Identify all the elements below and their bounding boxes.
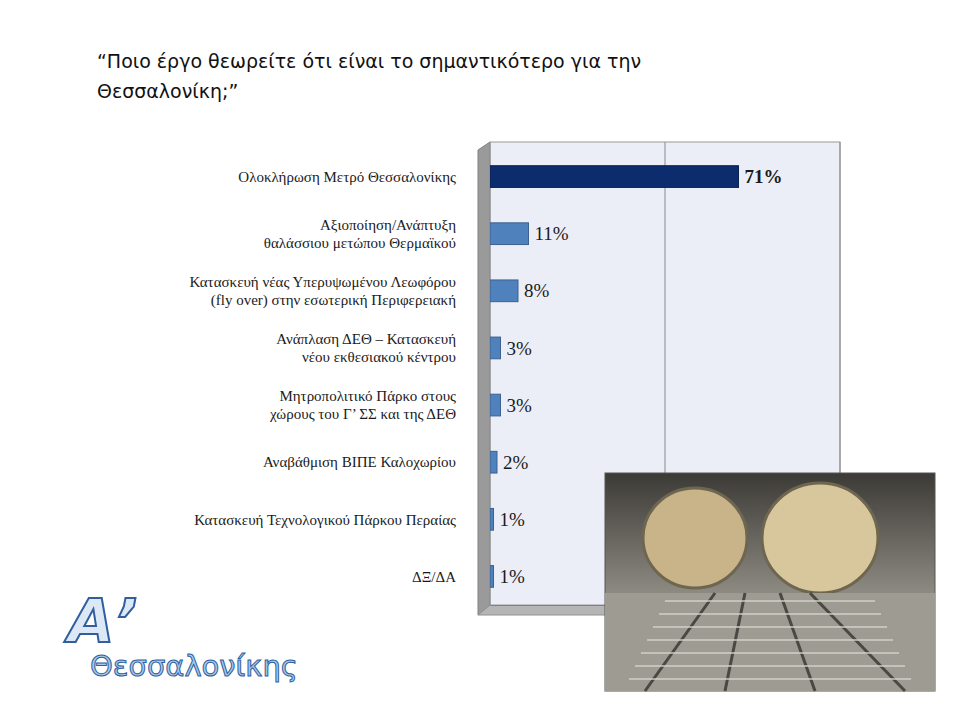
y-tick-label-line: Ολοκλήρωση Μετρό Θεσσαλονίκης: [238, 169, 456, 185]
bar: [490, 337, 501, 359]
logo-letter: Α’: [64, 586, 137, 656]
y-tick-label: Αναβάθμιση ΒΙΠΕ Καλοχωρίου: [263, 454, 456, 470]
photo: [605, 473, 935, 691]
photo-sleeper: [647, 639, 893, 641]
photo-sleeper: [629, 678, 911, 680]
y-tick-label-line: Ανάπλαση ΔΕΘ – Κατασκευή: [276, 331, 456, 347]
data-label: 1%: [500, 566, 526, 587]
photo-background: [605, 473, 935, 691]
logo: Α’Θεσσαλονίκης: [64, 586, 298, 683]
data-label: 1%: [500, 509, 526, 530]
y-tick-label: Αξιοποίηση/Ανάπτυξη θαλάσσιου μετώπου Θερ…: [264, 217, 456, 251]
title: “Ποιο έργο θεωρείτε ότι είναι το σημαντι…: [97, 50, 641, 102]
y-tick-label-line: νέου εκθεσιακού κέντρου: [302, 349, 456, 365]
title-line: Θεσσαλονίκη;”: [97, 80, 238, 102]
logo-text: Θεσσαλονίκης: [90, 649, 298, 683]
data-label: 2%: [503, 452, 529, 473]
y-tick-label: Κατασκευή νέας Υπερυψωμένου Λεωφόρου (fly…: [189, 274, 456, 309]
photo-sleeper: [665, 600, 875, 602]
data-label: 3%: [507, 338, 533, 359]
y-tick-label: Μητροπολιτικό Πάρκο στους χώρους του Γ’ Σ…: [269, 388, 456, 422]
bar: [490, 280, 518, 302]
photo-sleeper: [641, 652, 899, 654]
photo-tunnel: [762, 483, 878, 593]
photo-sleeper: [653, 626, 887, 628]
bar: [490, 508, 494, 530]
photo-rail: [645, 593, 715, 691]
chart: “Ποιο έργο θεωρείτε ότι είναι το σημαντι…: [0, 0, 960, 720]
photo-tunnel: [643, 488, 747, 588]
y-tick-label-line: χώρους του Γ’ ΣΣ και της ΔΕΘ: [269, 406, 456, 422]
data-label: 71%: [745, 166, 783, 187]
y-tick-label: Ανάπλαση ΔΕΘ – Κατασκευή νέου εκθεσιακού …: [276, 331, 456, 365]
grid-line: [490, 142, 491, 605]
photo-floor: [605, 593, 935, 691]
photo-rail: [810, 593, 905, 691]
plot-side-wall: [478, 142, 490, 615]
y-tick-label: ΔΞ/ΔΑ: [412, 569, 456, 585]
bar: [490, 566, 494, 588]
data-label: 8%: [524, 280, 550, 301]
data-label: 3%: [507, 395, 533, 416]
y-tick-label-line: Μητροπολιτικό Πάρκο στους: [279, 388, 456, 404]
y-tick-label: Ολοκλήρωση Μετρό Θεσσαλονίκης: [238, 169, 456, 185]
bar: [490, 394, 501, 416]
photo-rail: [725, 593, 745, 691]
bar: [490, 223, 529, 245]
data-label: 11%: [535, 223, 569, 244]
y-tick-label-line: Αναβάθμιση ΒΙΠΕ Καλοχωρίου: [263, 454, 456, 470]
photo-rail: [780, 593, 815, 691]
photo-sleeper: [659, 613, 881, 615]
y-tick-label-line: (fly over) στην εσωτερική Περιφερειακή: [211, 292, 456, 309]
y-tick-label-line: θαλάσσιου μετώπου Θερμαϊκού: [264, 235, 456, 251]
y-tick-label-line: Αξιοποίηση/Ανάπτυξη: [320, 217, 456, 233]
y-tick-label-line: Κατασκευή νέας Υπερυψωμένου Λεωφόρου: [189, 274, 456, 290]
bar: [490, 451, 497, 473]
y-axis-labels: Ολοκλήρωση Μετρό Θεσσαλονίκης Αξιοποίηση/…: [189, 169, 456, 585]
photo-sleeper: [635, 665, 905, 667]
bar: [490, 166, 739, 188]
y-tick-label-line: Κατασκευή Τεχνολογικού Πάρκου Περαίας: [194, 512, 456, 528]
title-line: “Ποιο έργο θεωρείτε ότι είναι το σημαντι…: [97, 50, 641, 72]
y-tick-label-line: ΔΞ/ΔΑ: [412, 569, 456, 585]
y-tick-label: Κατασκευή Τεχνολογικού Πάρκου Περαίας: [194, 512, 456, 528]
